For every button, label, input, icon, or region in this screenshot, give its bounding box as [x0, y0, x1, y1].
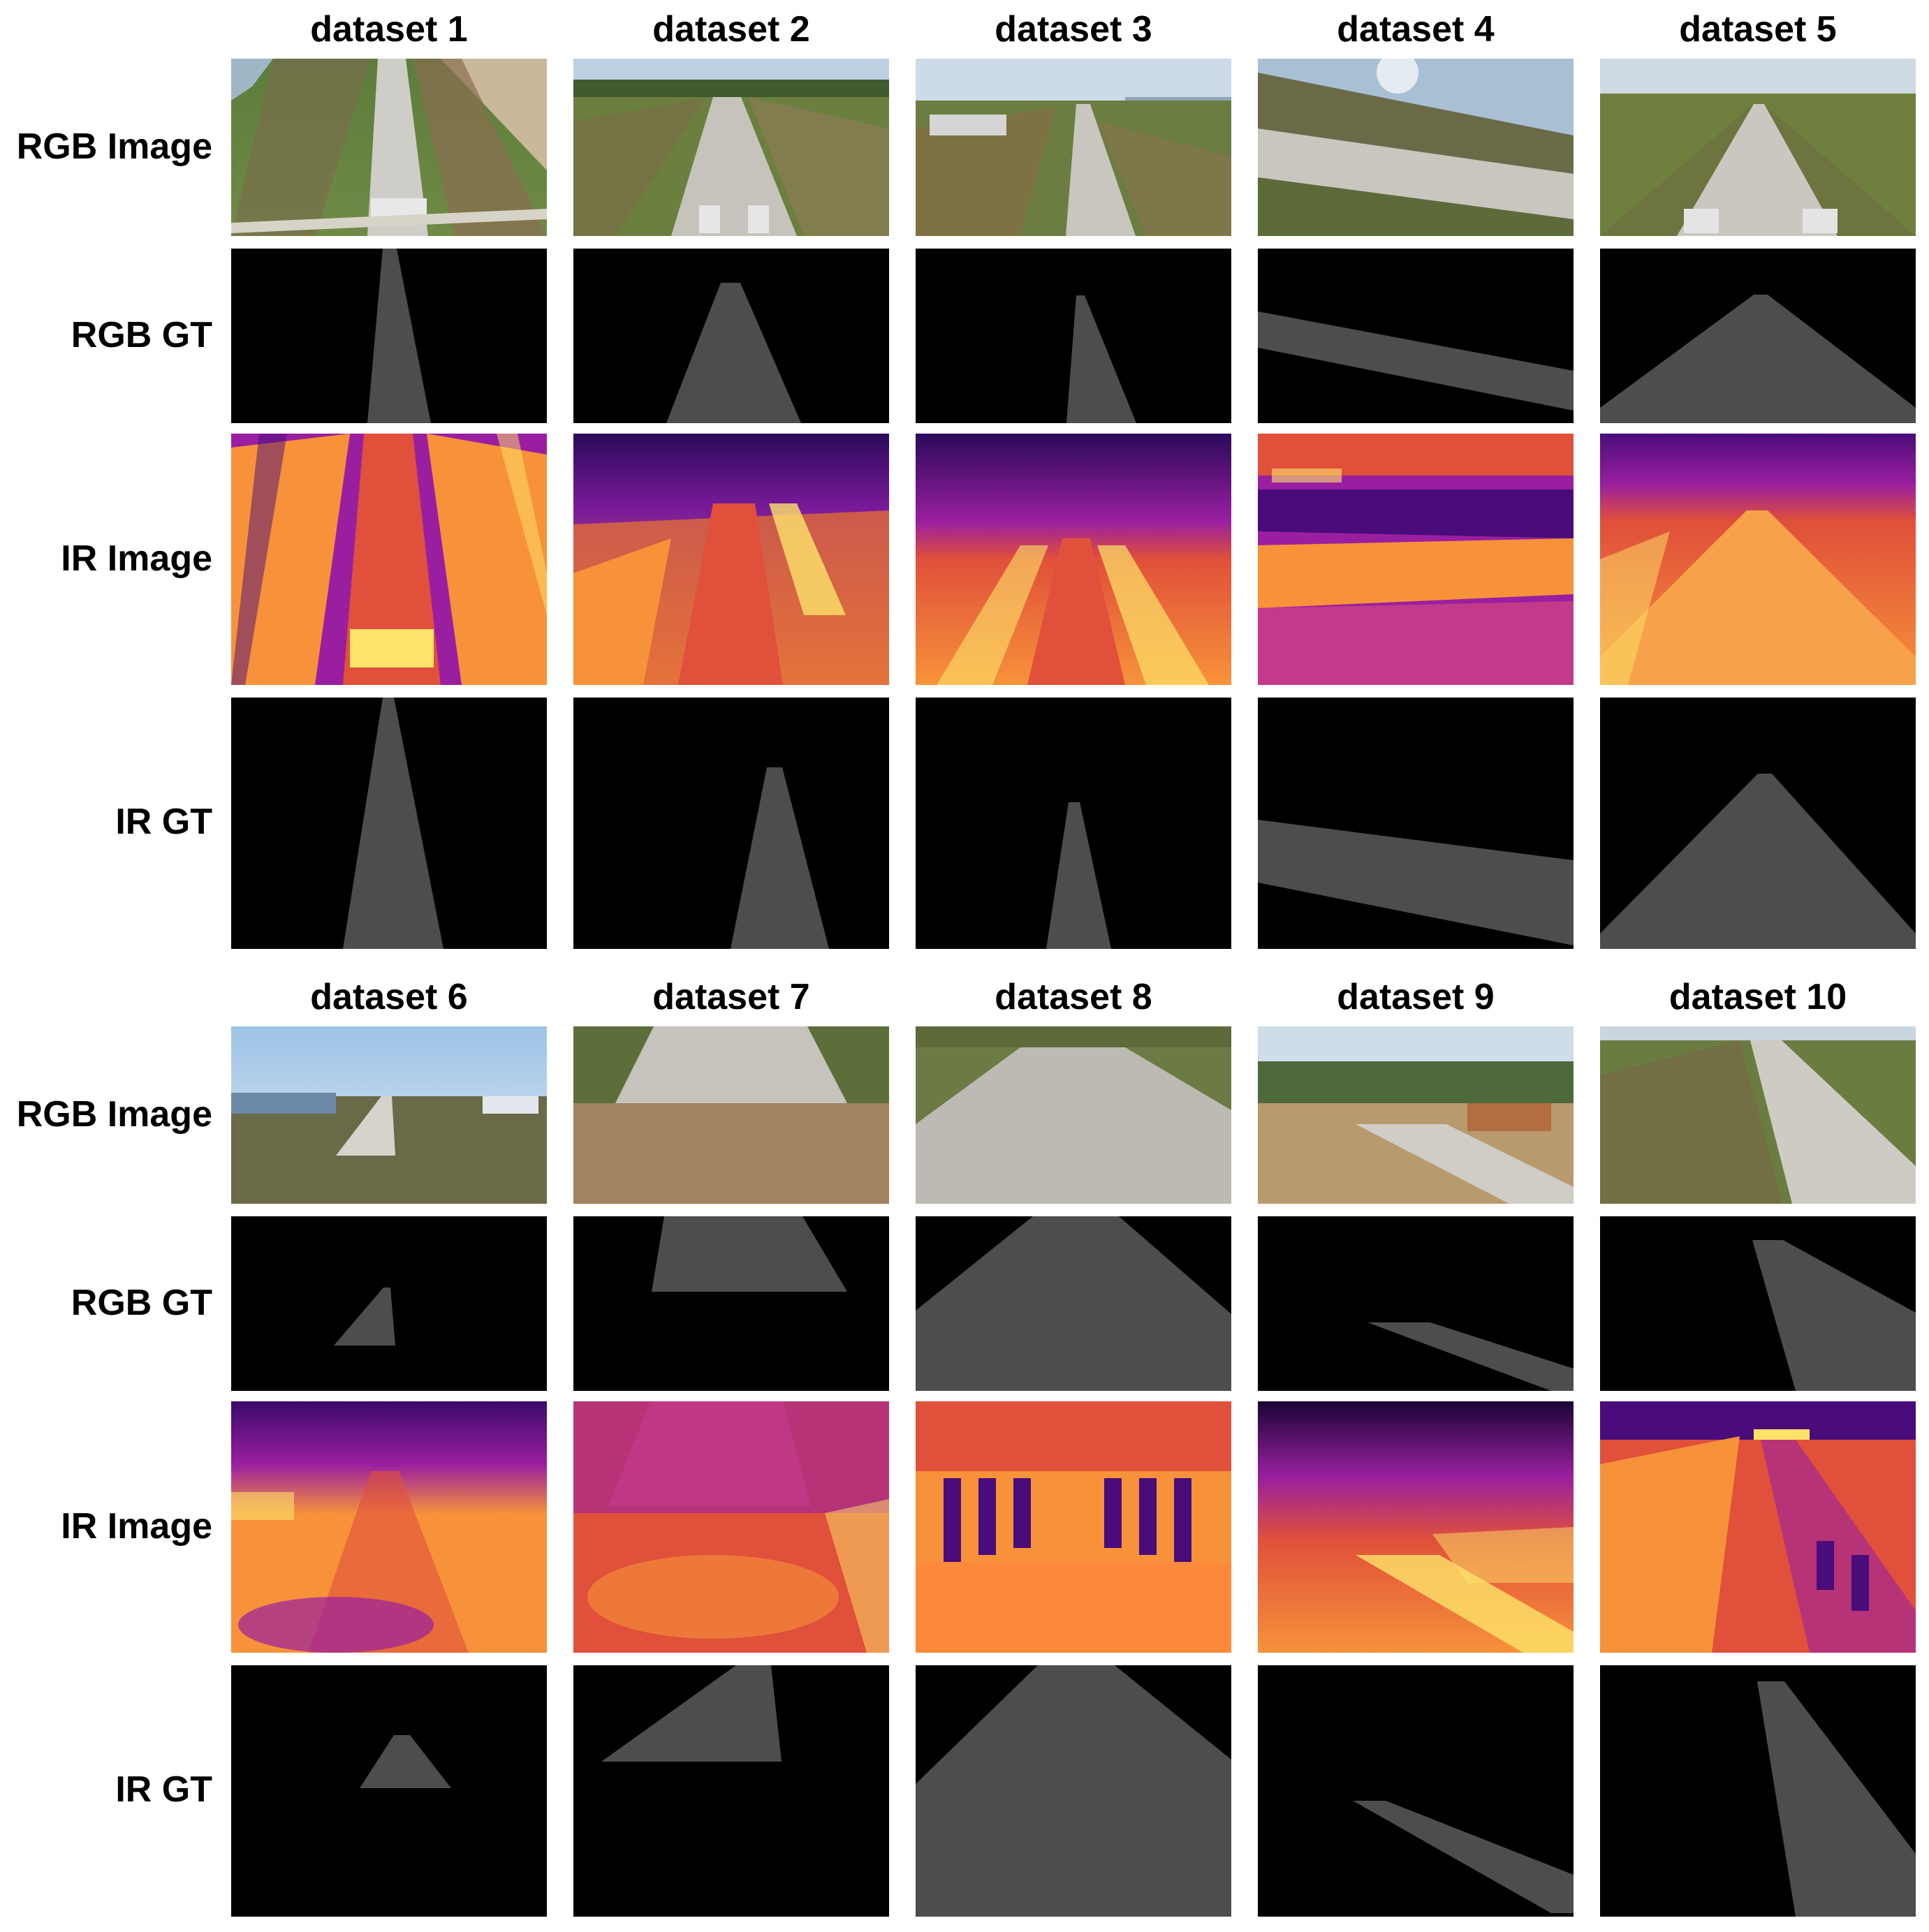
ir-image-dataset-1	[231, 434, 547, 685]
row-label-ir-image: IR Image	[61, 538, 212, 579]
ir-gt-dataset-3	[916, 698, 1231, 949]
rgb-gt-dataset-7	[573, 1216, 889, 1391]
rgb-image-dataset-3	[916, 59, 1231, 236]
ir-image-dataset-7	[573, 1401, 889, 1653]
rgb-gt-dataset-2	[573, 249, 889, 423]
row-label-rgb-image: RGB Image	[16, 126, 212, 167]
ir-gt-dataset-1	[231, 698, 547, 949]
rgb-image-dataset-7	[573, 1026, 889, 1204]
rgb-gt-dataset-1	[231, 249, 547, 423]
rgb-gt-dataset-9	[1258, 1216, 1574, 1391]
ir-image-dataset-4	[1258, 434, 1574, 685]
column-title-dataset-9: dataset 9	[1337, 977, 1495, 1017]
rgb-image-dataset-6	[231, 1026, 547, 1204]
ir-gt-dataset-10	[1600, 1665, 1916, 1917]
row-label-ir-gt: IR GT	[115, 802, 212, 842]
ir-gt-dataset-5	[1600, 698, 1916, 949]
rgb-image-dataset-8	[916, 1026, 1231, 1204]
rgb-image-dataset-10	[1600, 1026, 1916, 1204]
rgb-image-dataset-9	[1258, 1026, 1574, 1204]
ir-image-dataset-8	[916, 1401, 1231, 1653]
rgb-image-dataset-5	[1600, 59, 1916, 236]
column-title-dataset-10: dataset 10	[1668, 977, 1847, 1017]
rgb-image-dataset-2	[573, 59, 889, 236]
rgb-gt-dataset-6	[231, 1216, 547, 1391]
rgb-image-dataset-4	[1258, 59, 1574, 236]
rgb-gt-dataset-5	[1600, 249, 1916, 423]
ir-image-dataset-6	[231, 1401, 547, 1653]
ir-image-dataset-9	[1258, 1401, 1574, 1653]
rgb-gt-dataset-4	[1258, 249, 1574, 423]
ir-gt-dataset-8	[916, 1665, 1231, 1917]
column-title-dataset-8: dataset 8	[995, 977, 1152, 1017]
column-title-dataset-5: dataset 5	[1679, 9, 1837, 50]
row-label-rgb-gt: RGB GT	[71, 1283, 212, 1323]
ir-gt-dataset-6	[231, 1665, 547, 1917]
ir-image-dataset-10	[1600, 1401, 1916, 1653]
ir-image-dataset-2	[573, 434, 889, 685]
row-label-rgb-image: RGB Image	[16, 1094, 212, 1135]
rgb-gt-dataset-10	[1600, 1216, 1916, 1391]
row-label-ir-image: IR Image	[61, 1506, 212, 1547]
column-title-dataset-3: dataset 3	[995, 9, 1152, 50]
column-title-dataset-4: dataset 4	[1337, 9, 1495, 50]
column-title-dataset-7: dataset 7	[652, 977, 810, 1017]
rgb-image-dataset-1	[231, 59, 547, 236]
ir-image-dataset-5	[1600, 434, 1916, 685]
row-label-rgb-gt: RGB GT	[71, 315, 212, 355]
ir-gt-dataset-2	[573, 698, 889, 949]
rgb-gt-dataset-3	[916, 249, 1231, 423]
column-title-dataset-2: dataset 2	[652, 9, 810, 50]
row-label-ir-gt: IR GT	[115, 1769, 212, 1810]
ir-image-dataset-3	[916, 434, 1231, 685]
ir-gt-dataset-9	[1258, 1665, 1574, 1917]
ir-gt-dataset-4	[1258, 698, 1574, 949]
rgb-gt-dataset-8	[916, 1216, 1231, 1391]
ir-gt-dataset-7	[573, 1665, 889, 1917]
column-title-dataset-1: dataset 1	[310, 9, 468, 50]
column-title-dataset-6: dataset 6	[310, 977, 468, 1017]
